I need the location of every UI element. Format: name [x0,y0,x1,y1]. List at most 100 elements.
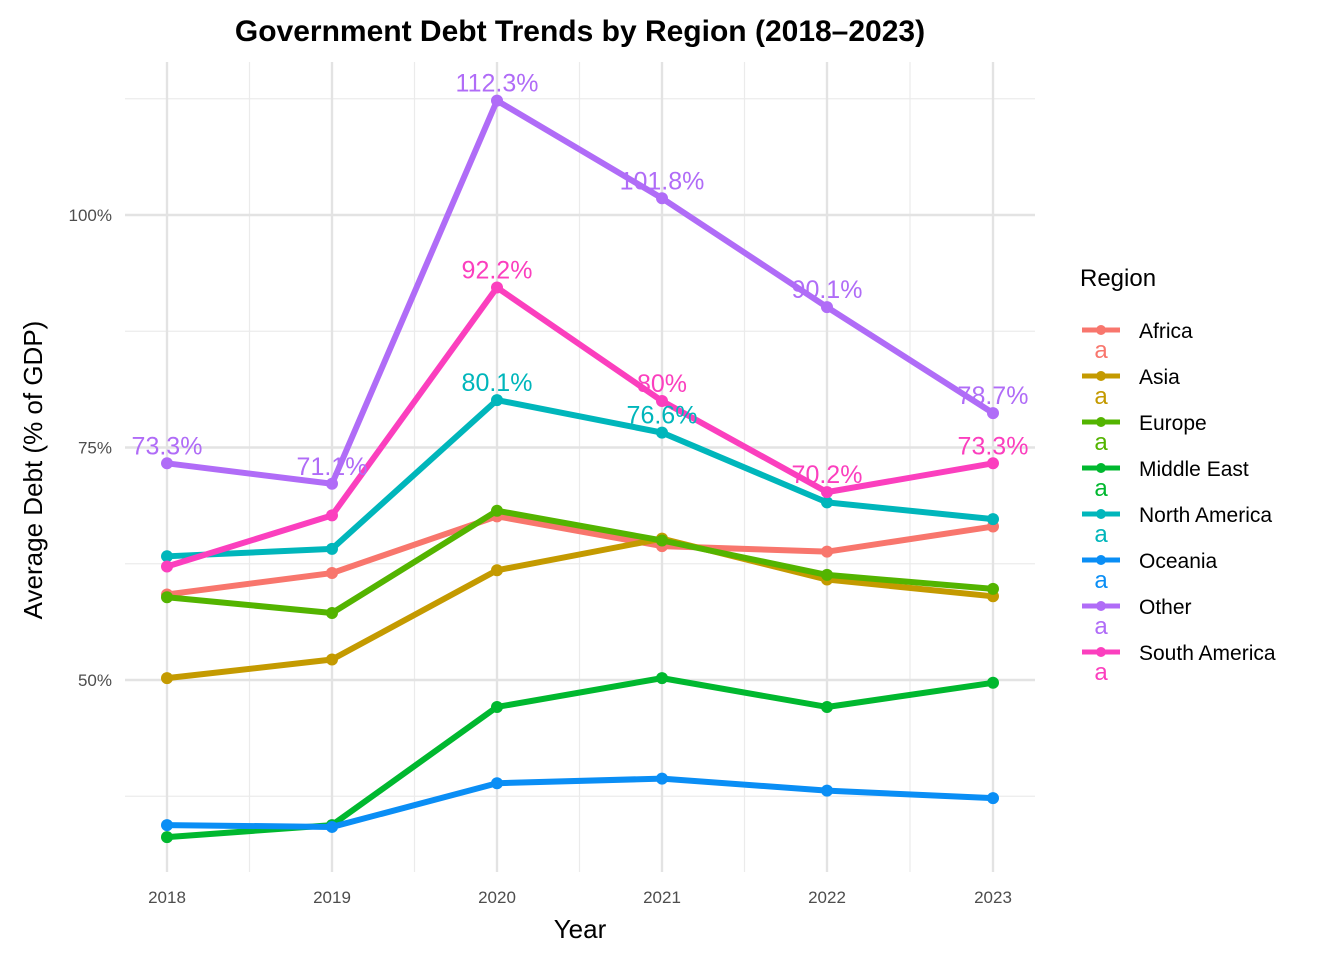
data-point [987,513,999,526]
x-tick-label: 2022 [808,888,846,907]
legend-label: South America [1139,642,1276,665]
point-label: 80.1% [462,369,533,397]
legend-item-south-america: a South America [1082,642,1276,686]
point-label: 92.2% [462,257,533,285]
legend-key-text: a [1094,567,1108,594]
data-point [987,792,999,805]
legend-key-text: a [1094,475,1108,502]
x-axis-ticks: 2018 2019 2020 2021 2022 2023 [148,888,1012,907]
data-point [656,772,668,785]
data-point [491,281,503,294]
point-label: 70.2% [792,461,863,489]
x-tick-label: 2021 [643,888,681,907]
legend-label: Europe [1139,412,1207,435]
series-south-america [161,281,999,573]
series-line [166,284,994,570]
grid-layer [125,62,1035,872]
data-point [326,820,338,833]
legend-key-point [1096,647,1106,657]
series-oceania [161,772,999,833]
legend: Region a Africa a Asia a Europe a Middle East a N… [1080,265,1276,686]
series-line [166,397,994,560]
point-label: 90.1% [792,276,863,304]
data-point [491,394,503,407]
legend-item-middle-east: a Middle East [1082,458,1249,502]
data-point [161,550,173,563]
x-axis-title: Year [554,914,607,944]
data-point [987,582,999,595]
series-line [166,535,994,682]
legend-label: Africa [1139,320,1193,343]
y-axis-title: Average Debt (% of GDP) [18,321,48,620]
series-line [166,507,994,617]
legend-key-point [1096,325,1106,335]
data-point [326,567,338,580]
data-point [821,700,833,713]
series-line [166,513,994,598]
data-point [821,486,833,499]
data-point [821,496,833,509]
legend-title: Region [1080,265,1156,292]
legend-key-point [1096,601,1106,611]
legend-item-other: a Other [1082,596,1192,640]
series-other [161,94,999,490]
data-point [326,477,338,490]
legend-item-africa: a Africa [1082,320,1193,364]
legend-item-oceania: a Oceania [1082,550,1218,594]
y-axis-ticks: 50% 75% 100% [69,206,112,690]
data-point [161,591,173,604]
legend-label: Oceania [1139,550,1218,573]
legend-item-north-america: a North America [1082,504,1272,548]
legend-label: Asia [1139,366,1180,389]
legend-items: a Africa a Asia a Europe a Middle East a North Am… [1082,320,1276,686]
legend-item-europe: a Europe [1082,412,1207,456]
chart-title: Government Debt Trends by Region (2018–2… [235,15,925,48]
x-tick-label: 2020 [478,888,516,907]
data-point [161,831,173,844]
data-point [821,784,833,797]
legend-key-point [1096,371,1106,381]
data-point [491,700,503,713]
point-label: 78.7% [958,382,1029,410]
data-point [491,94,503,107]
data-point [161,672,173,685]
y-tick-label: 100% [69,206,112,225]
point-label: 73.3% [132,432,203,460]
legend-key-text: a [1094,337,1108,364]
legend-key-point [1096,417,1106,427]
x-tick-label: 2018 [148,888,186,907]
data-point [656,534,668,547]
legend-key-point [1096,555,1106,565]
data-point [491,777,503,790]
legend-key-text: a [1094,521,1108,548]
y-tick-label: 50% [78,671,112,690]
point-label: 112.3% [456,70,539,98]
data-point [656,192,668,205]
point-label: 76.6% [627,402,698,430]
point-label: 73.3% [958,432,1029,460]
series-layer [161,94,999,844]
point-label: 101.8% [620,167,705,195]
data-point [491,564,503,577]
data-point [821,568,833,581]
data-point [326,509,338,522]
series-europe [161,504,999,620]
series-north-america [161,394,999,563]
legend-item-asia: a Asia [1082,366,1180,410]
legend-key-point [1096,463,1106,473]
legend-label: Middle East [1139,458,1249,481]
x-tick-label: 2023 [974,888,1012,907]
point-label-layer: 73.3% 71.1% 112.3% 101.8% 90.1% 78.7% 92.2% 80%… [132,70,1029,490]
data-point [161,560,173,573]
legend-label: North America [1139,504,1272,527]
legend-key-text: a [1094,659,1108,686]
data-point [161,457,173,470]
point-label: 71.1% [297,453,368,481]
legend-label: Other [1139,596,1192,619]
data-point [821,301,833,314]
data-point [656,395,668,407]
data-point [821,545,833,558]
data-point [326,653,338,666]
